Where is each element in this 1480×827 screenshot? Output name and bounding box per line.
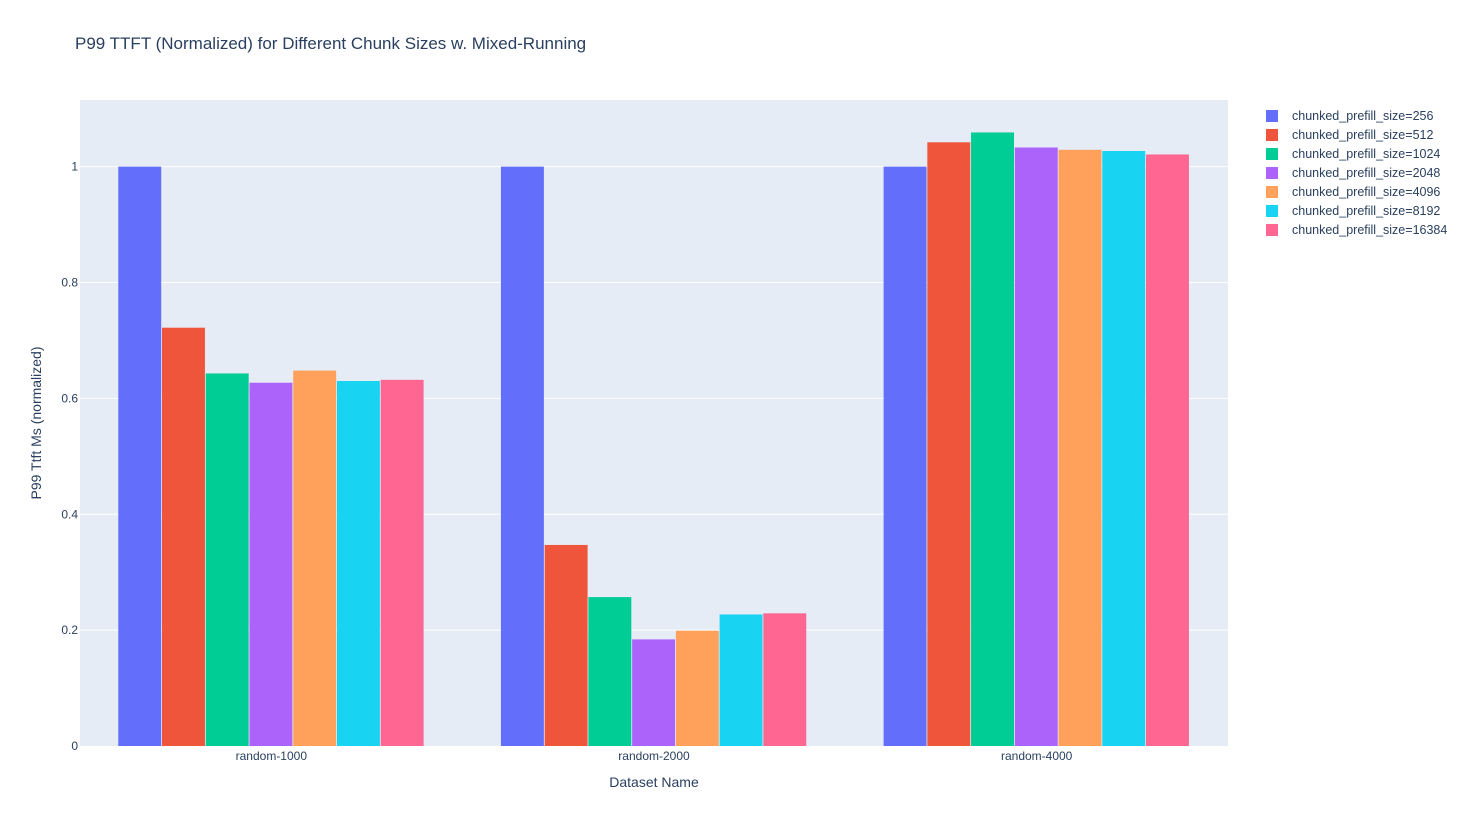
bar[interactable] bbox=[1102, 150, 1146, 747]
bar[interactable] bbox=[205, 373, 249, 746]
legend-swatch bbox=[1266, 185, 1278, 198]
bars bbox=[118, 132, 1189, 747]
bar[interactable] bbox=[162, 327, 205, 746]
legend-swatch bbox=[1266, 109, 1278, 122]
legend-label: chunked_prefill_size=8192 bbox=[1292, 203, 1441, 218]
legend-swatch bbox=[1266, 223, 1278, 236]
bar[interactable] bbox=[883, 166, 927, 746]
bar[interactable] bbox=[675, 630, 719, 746]
x-tick-label: random-2000 bbox=[618, 749, 690, 763]
y-axis-title: P99 Ttft Ms (normalized) bbox=[28, 346, 44, 499]
bar[interactable] bbox=[632, 639, 676, 746]
bar[interactable] bbox=[544, 544, 588, 746]
bar[interactable] bbox=[588, 597, 632, 746]
x-axis-title: Dataset Name bbox=[609, 774, 699, 790]
y-tick-label: 0.6 bbox=[61, 391, 78, 405]
legend-label: chunked_prefill_size=1024 bbox=[1292, 146, 1441, 161]
y-tick-label: 1 bbox=[71, 160, 78, 174]
bar[interactable] bbox=[336, 380, 380, 746]
legend-swatch bbox=[1266, 128, 1278, 141]
bar[interactable] bbox=[1014, 147, 1058, 746]
legend-swatch bbox=[1266, 166, 1278, 179]
bar[interactable] bbox=[500, 166, 544, 746]
legend-swatch bbox=[1266, 147, 1278, 160]
legend: chunked_prefill_size=256 chunked_prefill_… bbox=[1266, 106, 1447, 239]
legend-item[interactable]: chunked_prefill_size=1024 bbox=[1266, 144, 1447, 163]
bar[interactable] bbox=[719, 614, 763, 746]
legend-swatch bbox=[1266, 204, 1278, 217]
bar[interactable] bbox=[1146, 154, 1189, 746]
legend-item[interactable]: chunked_prefill_size=8192 bbox=[1266, 201, 1447, 220]
legend-label: chunked_prefill_size=16384 bbox=[1292, 222, 1448, 237]
legend-label: chunked_prefill_size=256 bbox=[1292, 108, 1434, 123]
legend-item[interactable]: chunked_prefill_size=2048 bbox=[1266, 163, 1447, 182]
y-tick-label: 0.8 bbox=[61, 276, 78, 290]
legend-item[interactable]: chunked_prefill_size=16384 bbox=[1266, 220, 1447, 239]
x-axis-ticks: random-1000 random-2000 random-4000 bbox=[236, 749, 1073, 763]
bar[interactable] bbox=[927, 142, 971, 746]
bar[interactable] bbox=[763, 613, 807, 746]
y-tick-label: 0.2 bbox=[61, 623, 78, 637]
bar[interactable] bbox=[118, 166, 162, 746]
y-tick-label: 0.4 bbox=[61, 507, 78, 521]
legend-label: chunked_prefill_size=4096 bbox=[1292, 184, 1441, 199]
legend-item[interactable]: chunked_prefill_size=256 bbox=[1266, 106, 1447, 125]
legend-label: chunked_prefill_size=512 bbox=[1292, 127, 1434, 142]
bar[interactable] bbox=[1058, 149, 1102, 747]
bar[interactable] bbox=[380, 379, 424, 746]
legend-label: chunked_prefill_size=2048 bbox=[1292, 165, 1441, 180]
chart-title: P99 TTFT (Normalized) for Different Chun… bbox=[75, 34, 587, 53]
legend-item[interactable]: chunked_prefill_size=512 bbox=[1266, 125, 1447, 144]
bar[interactable] bbox=[971, 132, 1014, 747]
x-tick-label: random-4000 bbox=[1001, 749, 1073, 763]
y-tick-label: 0 bbox=[71, 739, 78, 753]
bar[interactable] bbox=[249, 382, 293, 746]
legend-item[interactable]: chunked_prefill_size=4096 bbox=[1266, 182, 1447, 201]
bar[interactable] bbox=[293, 370, 337, 746]
y-axis-ticks: 0 0.2 0.4 0.6 0.8 1 bbox=[61, 160, 78, 753]
x-tick-label: random-1000 bbox=[236, 749, 308, 763]
